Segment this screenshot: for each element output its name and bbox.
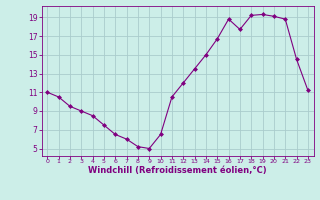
X-axis label: Windchill (Refroidissement éolien,°C): Windchill (Refroidissement éolien,°C) xyxy=(88,166,267,175)
